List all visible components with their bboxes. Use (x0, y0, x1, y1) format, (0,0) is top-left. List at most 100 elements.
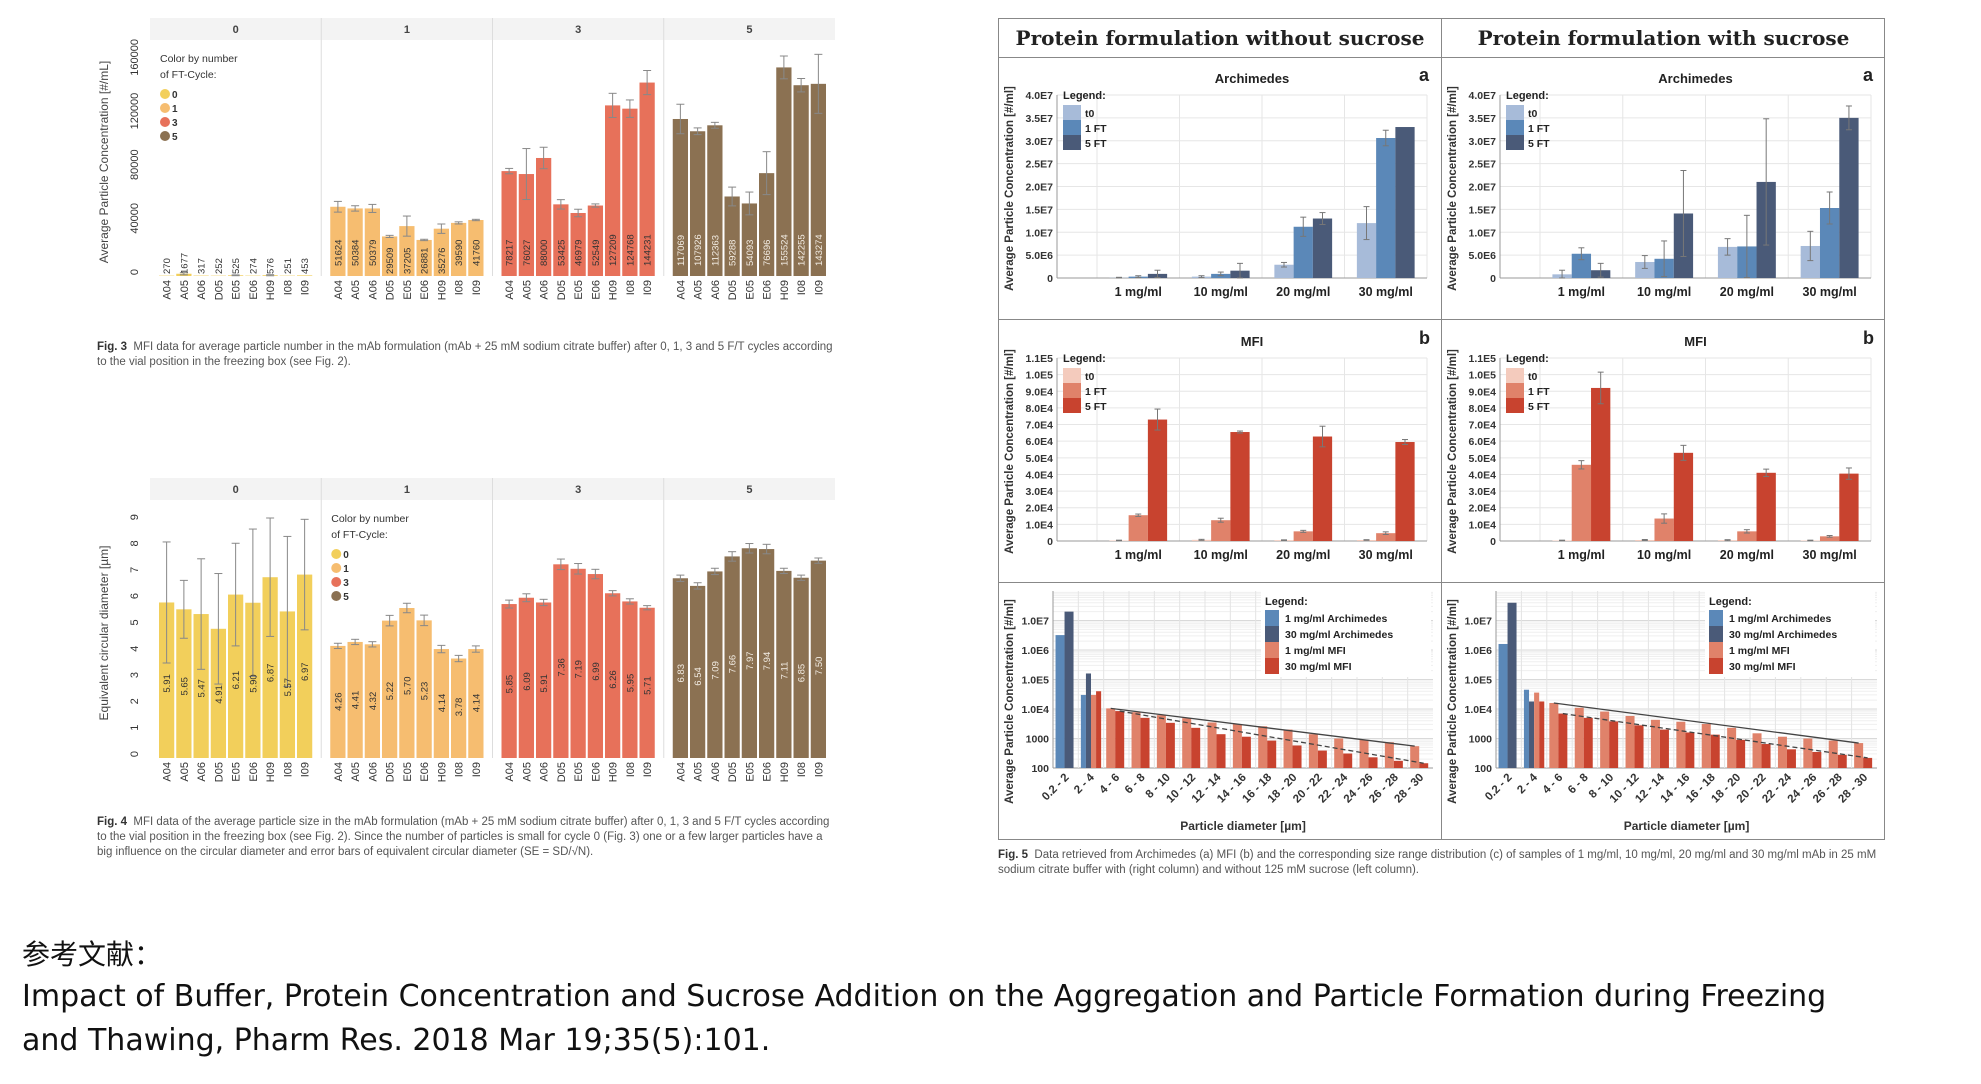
y-tick-label: 80000 (129, 149, 141, 180)
bar-value-label: 7.50 (814, 657, 825, 676)
bar (1583, 717, 1593, 768)
legend-box (1705, 591, 1875, 677)
x-tick-label: A04 (675, 280, 687, 300)
bar (1650, 719, 1660, 768)
y-tick-label: 40000 (129, 203, 141, 234)
x-tick-label: I08 (282, 762, 294, 777)
x-tick-label: 28 - 30 (1836, 772, 1870, 806)
bar (1571, 253, 1592, 278)
legend-item: t0 (1528, 108, 1537, 120)
bar-value-label: 5.91 (539, 674, 550, 693)
legend-swatch (1506, 120, 1524, 135)
bar-value-label: 525 (231, 258, 242, 274)
x-tick-label: A05 (350, 280, 362, 300)
bar (707, 125, 723, 276)
bar-value-label: 5.22 (385, 682, 396, 701)
y-tick-label: 4.0E7 (1469, 90, 1497, 102)
bar (1761, 744, 1771, 768)
legend-item: 0 (343, 550, 349, 561)
bar (1839, 117, 1859, 278)
x-tick-label: E06 (590, 280, 602, 300)
x-tick-label: E05 (231, 762, 243, 782)
bar (1752, 733, 1762, 768)
x-tick-label: I08 (796, 762, 808, 777)
x-tick-label: E05 (573, 762, 585, 782)
bar (1498, 643, 1508, 768)
bar (1685, 732, 1695, 768)
x-tick-label: I08 (625, 280, 637, 295)
bar (1558, 713, 1568, 768)
legend-item: 3 (172, 118, 178, 129)
bar-value-label: 29509 (385, 248, 396, 274)
legend-item: 1 FT (1085, 386, 1107, 398)
bar-value-label: 6.83 (676, 664, 687, 683)
bar (1283, 729, 1293, 768)
x-tick-label: E06 (419, 280, 431, 300)
bar (1308, 734, 1318, 768)
legend-swatch (1063, 383, 1081, 398)
y-tick-label: 1.0E7 (1022, 616, 1050, 628)
trend-line (1553, 702, 1859, 744)
y-tick-label: 100 (1031, 763, 1049, 775)
bar (1165, 722, 1175, 768)
bar (1292, 745, 1302, 768)
y-tick-label: 120000 (129, 93, 141, 130)
facet-label: 0 (233, 24, 239, 36)
bar (501, 604, 517, 758)
bar (1549, 702, 1559, 768)
legend-item: 1 mg/ml Archimedes (1729, 613, 1831, 625)
bar (433, 649, 449, 758)
bar (1539, 701, 1545, 768)
bar (210, 628, 226, 758)
x-tick-label: I09 (471, 280, 483, 295)
x-tick-label: A06 (196, 280, 208, 300)
bar-value-label: 5.71 (643, 676, 654, 695)
x-tick-label: 0.2 - 2 (1040, 772, 1072, 804)
y-tick-label: 1.5E7 (1469, 204, 1497, 216)
y-tick-label: 1.0E7 (1469, 227, 1497, 239)
bar (724, 196, 740, 276)
y-axis-label: Average Particle Concentration [#/ml] (1004, 349, 1016, 554)
legend-item: 1 mg/ml MFI (1729, 645, 1790, 657)
bar (1216, 734, 1226, 768)
y-tick-label: 160000 (129, 39, 141, 76)
x-tick-label: 2 - 4 (1072, 771, 1097, 796)
x-tick-label: D05 (213, 280, 225, 300)
x-tick-label: 10 mg/ml (1637, 285, 1691, 299)
bar-value-label: 50384 (351, 240, 362, 266)
x-tick-label: 1 mg/ml (1115, 285, 1162, 299)
facet-label: 1 (404, 484, 410, 496)
x-axis-label: Particle diameter [µm] (1624, 819, 1750, 833)
bar-value-label: 142255 (797, 234, 808, 266)
bar (776, 570, 792, 758)
legend-swatch (1506, 368, 1524, 383)
x-tick-label: A06 (367, 762, 379, 782)
bar (1258, 726, 1268, 768)
y-tick-label: 2.0E4 (1026, 503, 1054, 515)
bar (570, 212, 586, 276)
y-tick-label: 2 (129, 698, 141, 704)
y-axis-label: Average Particle Concentration [#/ml] (1004, 599, 1016, 804)
legend-item: 1 (343, 564, 349, 575)
bar (741, 548, 757, 758)
bar-value-label: 5.85 (505, 675, 516, 694)
y-tick-label: 1.0E4 (1022, 704, 1050, 716)
bar (1837, 754, 1847, 768)
bar (605, 105, 621, 276)
bar-value-label: 5.90 (248, 674, 259, 693)
bar (1230, 432, 1250, 541)
y-tick-label: 8.0E4 (1469, 403, 1497, 415)
bar (1395, 442, 1415, 541)
bar (1786, 749, 1796, 768)
y-tick-label: 9 (129, 514, 141, 520)
x-tick-label: A05 (693, 280, 705, 300)
panel-title: Archimedes (1658, 71, 1732, 86)
bar-value-label: 6.54 (693, 667, 704, 686)
fig5-caption-text: Data retrieved from Archimedes (a) MFI (… (998, 849, 1877, 876)
legend-swatch (160, 103, 170, 113)
bar (1207, 722, 1217, 768)
bar (672, 578, 688, 758)
y-tick-label: 100 (1474, 763, 1492, 775)
x-tick-label: 20 mg/ml (1720, 285, 1774, 299)
